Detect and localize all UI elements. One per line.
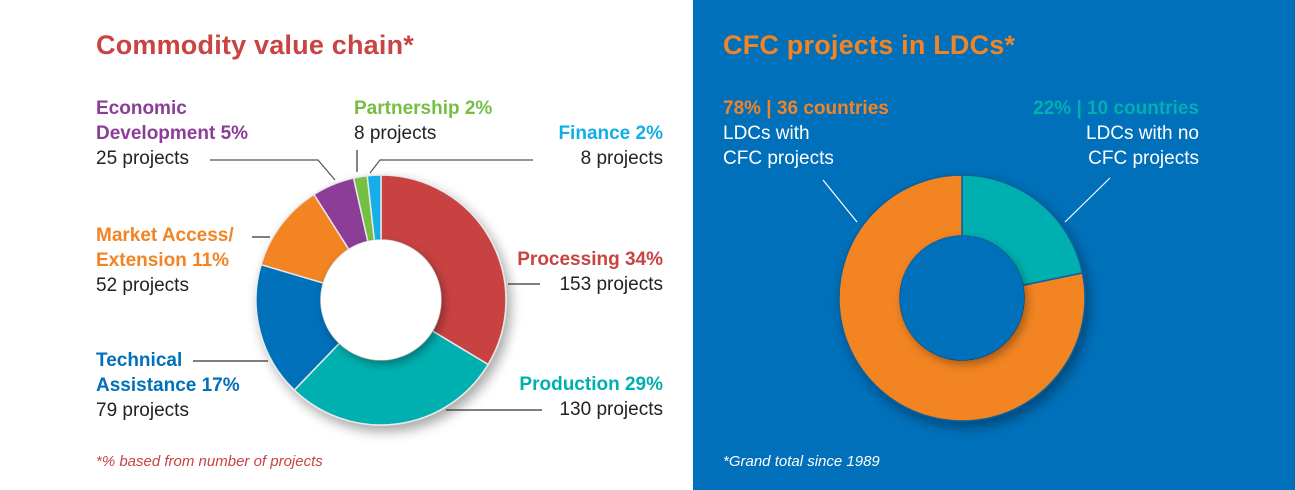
leader-without [1064,177,1111,223]
commodity-donut-hole [321,240,441,360]
label-market-line2: Extension 11% [96,250,230,271]
label-technical-line1: Technical [96,350,183,371]
ldc-donut-hole [900,236,1024,360]
label-without-head: 22% | 10 countries [1033,98,1199,119]
label-technical-sub: 79 projects [96,400,189,421]
label-finance-sub: 8 projects [580,148,663,169]
label-partnership: Partnership 2% 8 projects [354,96,492,146]
commodity-footnote: *% based from number of projects [96,453,323,470]
label-without-line1: LDCs with no [1086,123,1199,144]
leader-with [822,179,858,223]
label-processing: Processing 34% 153 projects [480,247,663,297]
label-ldc-without: 22% | 10 countries LDCs with no CFC proj… [1000,96,1199,171]
commodity-title: Commodity value chain* [96,30,414,60]
label-partnership-sub: 8 projects [354,123,437,144]
label-technical-assistance: Technical Assistance 17% 79 projects [96,348,240,423]
label-finance-line1: Finance 2% [558,123,663,144]
leader-finance [369,159,533,174]
label-market-sub: 52 projects [96,275,189,296]
ldc-title: CFC projects in LDCs* [723,30,1016,60]
label-without-line2: CFC projects [1088,148,1199,169]
label-with-line1: LDCs with [723,123,810,144]
label-finance: Finance 2% 8 projects [540,121,663,171]
label-production: Production 29% 130 projects [480,372,663,422]
label-processing-line1: Processing 34% [517,249,663,270]
label-market-line1: Market Access/ [96,225,234,246]
label-economic-development: Economic Development 5% 25 projects [96,96,248,171]
label-processing-sub: 153 projects [559,274,663,295]
label-economic-line2: Development 5% [96,123,249,144]
commodity-donut [255,174,507,426]
ldc-footnote: *Grand total since 1989 [723,453,880,470]
label-with-line2: CFC projects [723,148,834,169]
label-production-sub: 130 projects [559,399,663,420]
label-ldc-with: 78% | 36 countries LDCs with CFC project… [723,96,889,171]
label-partnership-line1: Partnership 2% [354,98,493,119]
leader-economic [210,159,336,181]
label-economic-line1: Economic [96,98,187,119]
label-with-head: 78% | 36 countries [723,98,889,119]
label-economic-sub: 25 projects [96,148,189,169]
label-market-access: Market Access/ Extension 11% 52 projects [96,223,234,298]
label-production-line1: Production 29% [519,374,663,395]
label-technical-line2: Assistance 17% [96,375,240,396]
